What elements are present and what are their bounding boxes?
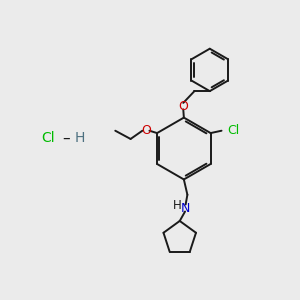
Text: Cl: Cl <box>42 131 55 145</box>
Text: O: O <box>178 100 188 113</box>
Text: –: – <box>62 131 70 146</box>
Text: N: N <box>180 202 190 214</box>
Text: H: H <box>172 199 181 212</box>
Text: H: H <box>74 131 85 145</box>
Text: O: O <box>141 124 151 137</box>
Text: Cl: Cl <box>227 124 239 137</box>
